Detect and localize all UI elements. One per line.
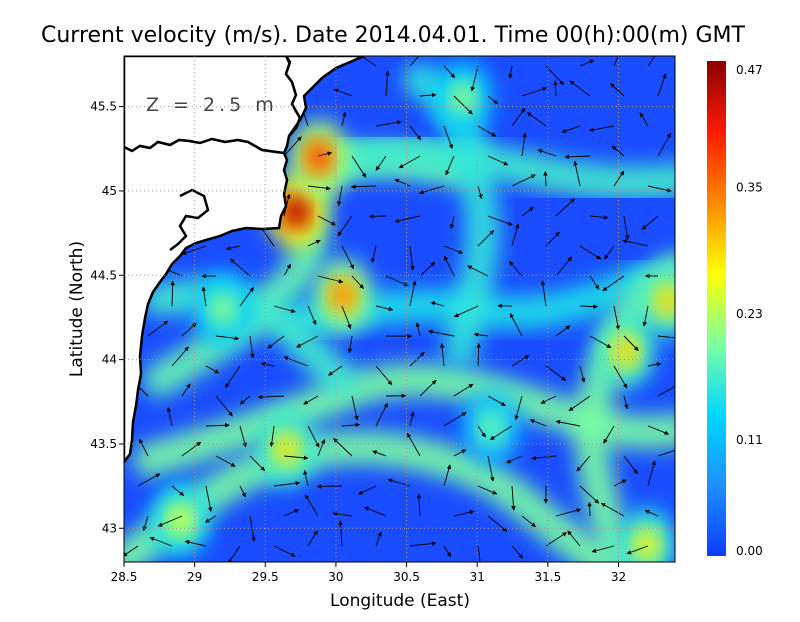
x-axis-label: Longitude (East) <box>330 591 470 611</box>
x-tick-label: 31.5 <box>534 570 561 584</box>
x-axis: 28.5 29 29.5 30 30.5 31 31.5 32 <box>111 562 626 584</box>
colorbar-ticks: 0.00 0.11 0.23 0.35 0.47 <box>736 63 763 558</box>
colorbar <box>707 61 726 556</box>
colorbar-tick-label: 0.00 <box>736 544 763 558</box>
x-tick-label: 29.5 <box>252 570 279 584</box>
x-tick-label: 31 <box>470 570 485 584</box>
velocity-arrow <box>589 502 590 516</box>
y-tick-label: 45.5 <box>90 100 117 114</box>
speed-core <box>334 284 352 308</box>
plot-area: Z = 2.5 m <box>123 43 698 583</box>
speed-core <box>214 297 232 321</box>
y-tick-label: 43 <box>102 521 117 535</box>
y-axis: 43 43.5 44 44.5 45 45.5 <box>90 100 124 536</box>
speed-core <box>287 199 305 223</box>
speed-core <box>617 339 635 363</box>
y-tick-label: 43.5 <box>90 437 117 451</box>
x-tick-label: 28.5 <box>111 570 138 584</box>
speed-core <box>310 145 328 169</box>
colorbar-tick-label: 0.11 <box>736 433 763 447</box>
depth-annotation: Z = 2.5 m <box>146 94 278 116</box>
x-tick-label: 32 <box>611 570 626 584</box>
colorbar-tick-label: 0.47 <box>736 63 763 77</box>
x-tick-label: 30 <box>328 570 343 584</box>
colorbar-tick-label: 0.35 <box>736 180 763 194</box>
y-axis-label: Latitude (North) <box>67 241 87 377</box>
chart-title: Current velocity (m/s). Date 2014.04.01.… <box>41 23 746 48</box>
x-tick-label: 30.5 <box>393 570 420 584</box>
speed-core <box>659 289 677 313</box>
speed-core <box>638 533 656 557</box>
y-tick-label: 45 <box>102 184 117 198</box>
colorbar-tick-label: 0.23 <box>736 307 763 321</box>
y-tick-label: 44 <box>102 353 117 367</box>
y-tick-label: 44.5 <box>90 268 117 282</box>
speed-core <box>277 437 295 461</box>
x-tick-label: 29 <box>187 570 202 584</box>
